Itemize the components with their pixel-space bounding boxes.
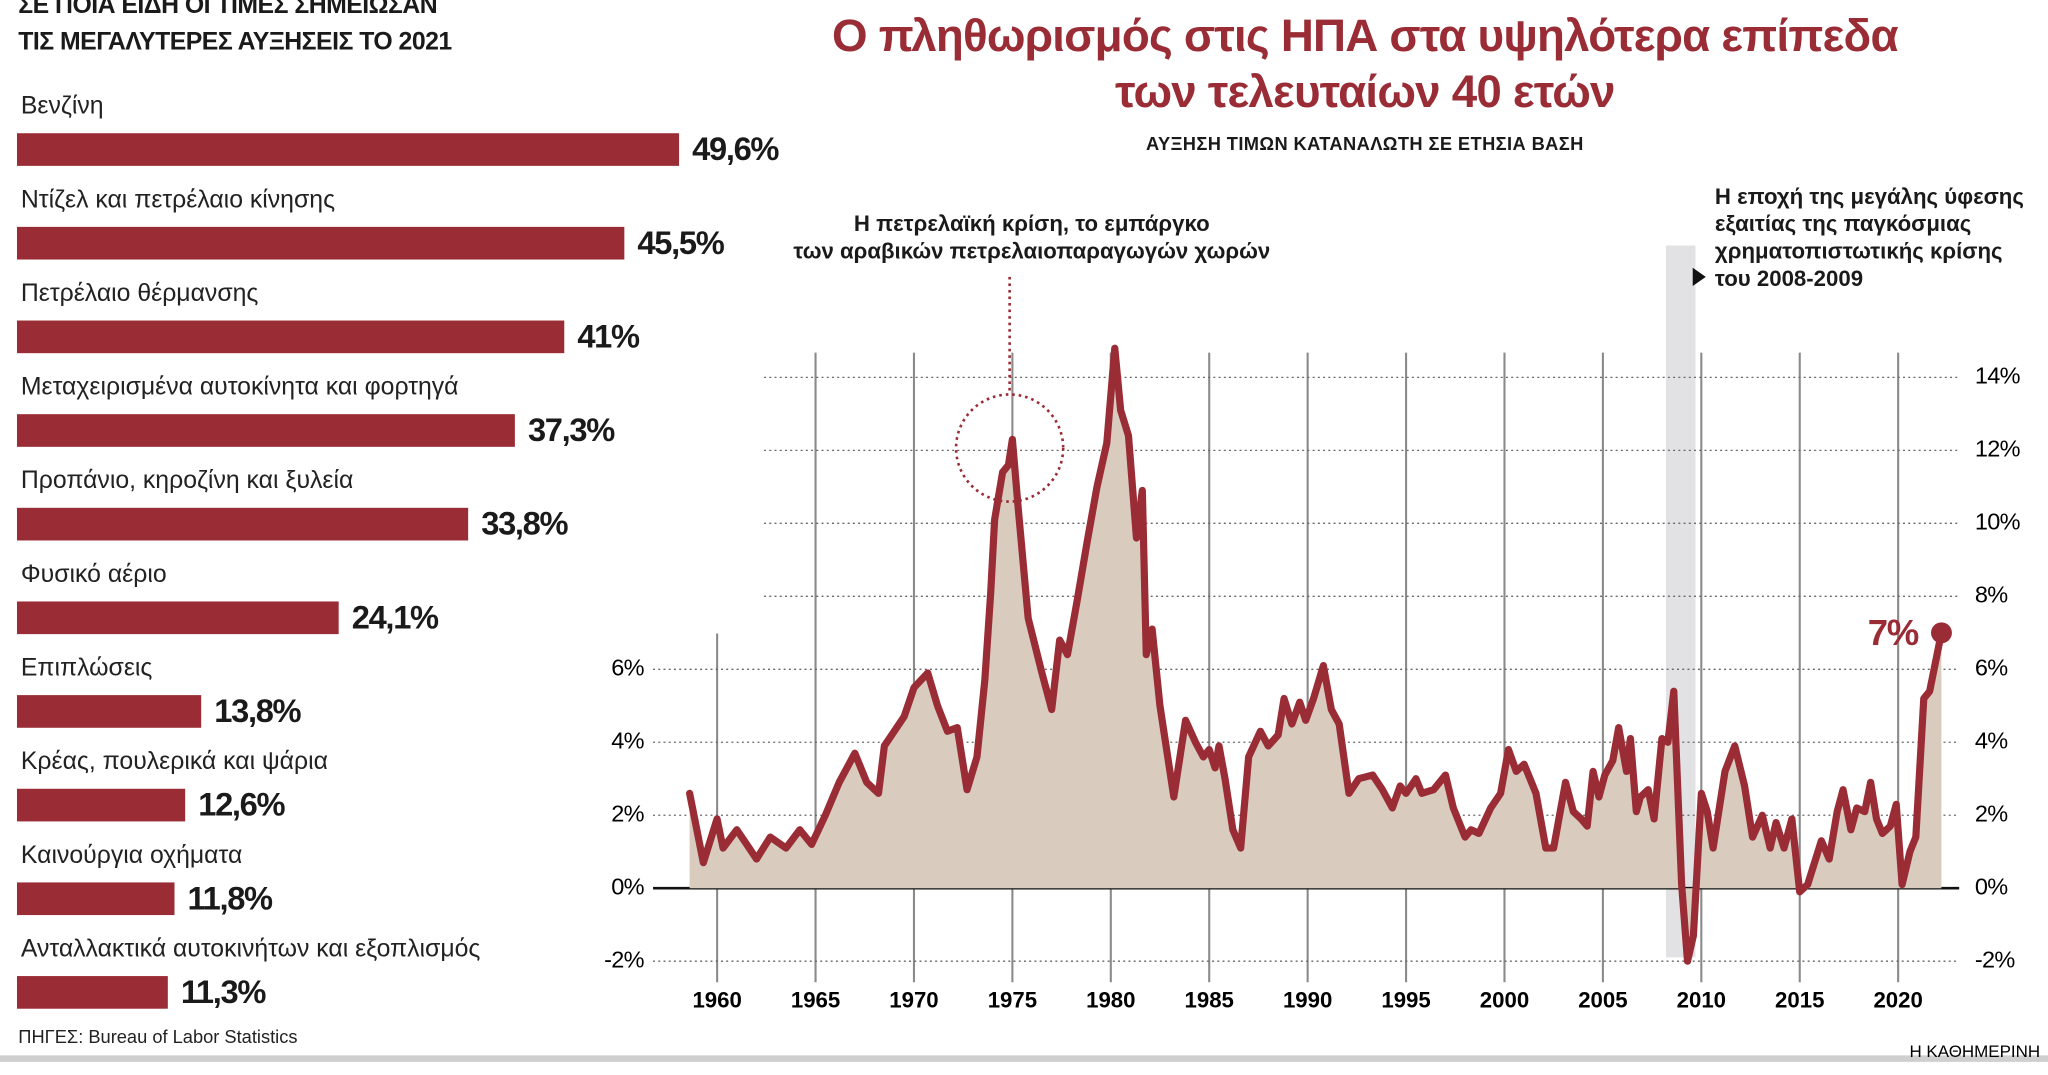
category-label: Προπάνιο, κηροζίνη και ξυλεία <box>21 467 353 494</box>
x-tick-label: 2005 <box>1578 988 1627 1013</box>
y-tick-label: -2% <box>604 946 645 972</box>
source-note: ΠΗΓΕΣ: Bureau of Labor Statistics <box>18 1026 297 1047</box>
category-label: Ντίζελ και πετρέλαιο κίνησης <box>21 186 335 213</box>
end-point <box>1931 622 1952 644</box>
x-tick-label: 1965 <box>791 988 840 1013</box>
bar <box>16 320 565 354</box>
highlight-circle <box>954 393 1065 503</box>
y2-tick-label: 8% <box>1975 582 2008 608</box>
bar <box>16 601 339 635</box>
y2-tick-label: 0% <box>1975 873 2008 899</box>
annotation: χρηματοπιστωτικής κρίσης <box>1714 239 2003 264</box>
y-tick-label: 0% <box>611 873 644 899</box>
value-label: 13,8% <box>214 692 301 729</box>
category-label: Φυσικό αέριο <box>21 561 167 588</box>
y2-tick-label: 12% <box>1975 436 2021 462</box>
y2-tick-label: -2% <box>1975 946 2016 972</box>
chart-subtitle: ΑΥΞΗΣΗ ΤΙΜΩΝ ΚΑΤΑΝΑΛΩΤΗ ΣΕ ΕΤΗΣΙΑ ΒΑΣΗ <box>1146 133 1584 155</box>
value-label: 11,3% <box>181 973 267 1010</box>
category-label: Μεταχειρισμένα αυτοκίνητα και φορτηγά <box>21 374 459 401</box>
y-tick-label: 4% <box>611 727 644 753</box>
category-label: Καινούργια οχήματα <box>21 842 242 869</box>
x-tick-label: 1990 <box>1283 988 1332 1013</box>
y2-tick-label: 14% <box>1975 363 2021 389</box>
bar <box>16 133 680 166</box>
x-tick-label: 1975 <box>988 988 1037 1013</box>
chart-title: των τελευταίων 40 ετών <box>1115 66 1615 118</box>
x-tick-label: 1980 <box>1086 988 1135 1013</box>
category-label: Επιπλώσεις <box>21 655 153 682</box>
area <box>689 348 1942 962</box>
category-label: Πετρέλαιο θέρμανσης <box>21 280 259 307</box>
chart-title: Ο πληθωρισμός στις ΗΠΑ στα υψηλότερα επί… <box>832 10 1899 62</box>
x-tick-label: 2015 <box>1775 988 1824 1013</box>
value-label: 45,5% <box>637 224 724 261</box>
y2-tick-label: 10% <box>1975 509 2021 535</box>
annotation: Η εποχή της μεγάλης ύφεσης <box>1714 184 2024 209</box>
x-tick-label: 2020 <box>1873 988 1922 1013</box>
y2-tick-label: 4% <box>1975 727 2008 753</box>
bar <box>16 414 515 447</box>
bar <box>16 226 625 260</box>
bar <box>16 788 186 822</box>
x-tick-label: 1995 <box>1381 988 1430 1013</box>
annotation: Η πετρελαϊκή κρίση, το εμπάργκο <box>853 211 1210 237</box>
y2-tick-label: 2% <box>1975 800 2008 826</box>
x-tick-label: 1985 <box>1185 988 1234 1013</box>
value-label: 49,6% <box>692 130 779 167</box>
bar <box>16 507 469 541</box>
bar-chart-title: ΤΙΣ ΜΕΓΑΛΥΤΕΡΕΣ ΑΥΞΗΣΕΙΣ ΤΟ 2021 <box>18 28 452 57</box>
callout-arrow <box>1692 267 1706 287</box>
annotation: εξαιτίας της παγκόσμιας <box>1714 211 1972 237</box>
bar-chart-title: ΣΕ ΠΟΙΑ ΕΙΔΗ ΟΙ ΤΙΜΕΣ ΣΗΜΕΙΩΣΑΝ <box>18 0 438 20</box>
value-label: 24,1% <box>352 598 439 635</box>
category-label: Κρέας, πουλερικά και ψάρια <box>21 748 328 775</box>
y-tick-label: 6% <box>611 654 644 680</box>
value-label: 41% <box>577 317 640 354</box>
category-label: Βενζίνη <box>21 93 104 120</box>
x-tick-label: 1970 <box>889 988 938 1013</box>
bar <box>16 976 168 1009</box>
y-tick-label: 2% <box>611 800 644 826</box>
x-tick-label: 2000 <box>1480 988 1529 1013</box>
value-label: 37,3% <box>528 411 615 448</box>
annotation: των αραβικών πετρελαιοπαραγωγών χωρών <box>793 239 1271 264</box>
line <box>686 344 1946 965</box>
category-label: Ανταλλακτικά αυτοκινήτων και εξοπλισμός <box>21 935 481 962</box>
value-label: 12,6% <box>198 786 285 823</box>
bar <box>16 882 175 916</box>
bar <box>16 695 202 728</box>
annotation: του 2008-2009 <box>1714 266 1864 292</box>
footer-rule <box>0 1055 2048 1062</box>
value-label: 33,8% <box>481 505 568 542</box>
credit: Η ΚΑΘΗΜΕΡΙΝΗ <box>1909 1042 2040 1061</box>
x-tick-label: 1960 <box>692 988 741 1013</box>
end-label: 7% <box>1868 612 1919 653</box>
value-label: 11,8% <box>188 879 274 916</box>
y2-tick-label: 6% <box>1975 654 2008 680</box>
x-tick-label: 2010 <box>1677 988 1726 1013</box>
